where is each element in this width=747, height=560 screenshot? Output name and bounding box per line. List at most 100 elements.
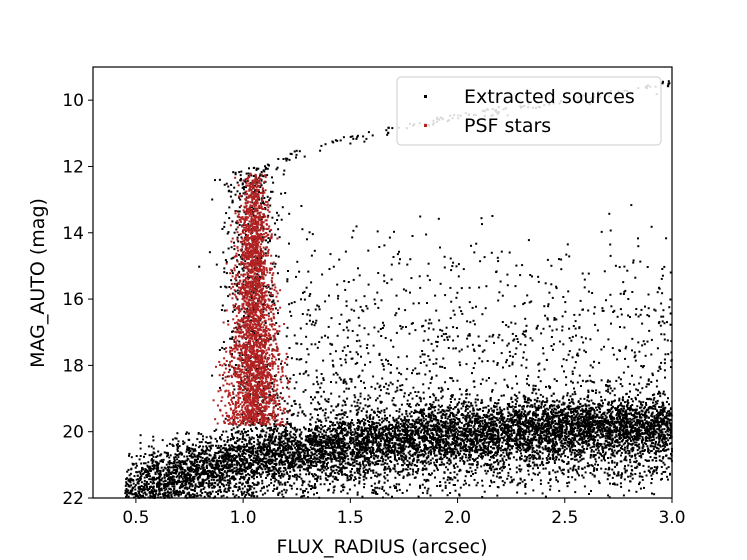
extracted-source-point — [567, 435, 570, 438]
extracted-source-point — [627, 421, 630, 424]
extracted-source-point — [250, 468, 253, 471]
extracted-source-point — [277, 441, 280, 444]
extracted-source-point — [638, 443, 641, 446]
extracted-source-point — [567, 456, 569, 459]
extracted-source-point — [344, 456, 347, 459]
extracted-source-point — [573, 435, 576, 438]
extracted-source-point — [470, 424, 473, 427]
extracted-source-point — [429, 408, 432, 410]
extracted-source-point — [309, 434, 311, 437]
extracted-source-point — [515, 395, 518, 397]
extracted-source-point — [139, 485, 142, 488]
extracted-source-point — [333, 442, 336, 444]
extracted-source-point — [228, 447, 231, 450]
extracted-source-point — [527, 426, 530, 429]
extracted-source-point — [469, 410, 472, 413]
extracted-source-point — [656, 447, 659, 450]
extracted-source-point — [542, 464, 545, 466]
extracted-source-point — [669, 431, 672, 434]
extracted-source-point — [573, 451, 576, 454]
extracted-source-point — [469, 417, 472, 420]
extracted-source-point — [204, 469, 206, 471]
extracted-source-point — [638, 419, 641, 422]
extracted-source-point — [229, 486, 232, 489]
extracted-source-point — [371, 435, 374, 438]
extracted-source-point — [240, 473, 243, 475]
extracted-source-point — [387, 493, 390, 496]
extracted-source-point — [334, 438, 337, 441]
extracted-source-point — [303, 426, 305, 429]
extracted-source-point — [476, 457, 479, 459]
extracted-source-point — [202, 438, 204, 441]
extracted-source-point — [541, 422, 544, 424]
extracted-source-point — [345, 452, 348, 455]
extracted-source-point — [259, 441, 262, 444]
extracted-source-point — [608, 410, 611, 412]
extracted-source-point — [195, 474, 198, 477]
extracted-source-point — [593, 468, 596, 471]
extracted-source-point — [367, 420, 369, 422]
extracted-source-point — [555, 415, 558, 418]
extracted-source-point — [626, 445, 629, 448]
extracted-source-point — [330, 447, 333, 450]
extracted-source-point — [331, 442, 334, 445]
extracted-source-point — [619, 417, 621, 420]
extracted-source-point — [532, 389, 535, 392]
extracted-source-point — [269, 436, 272, 439]
extracted-source-point — [516, 491, 519, 494]
extracted-source-point — [345, 442, 348, 445]
extracted-source-point — [580, 419, 583, 422]
extracted-source-point — [319, 475, 322, 478]
extracted-source-point — [277, 432, 280, 435]
extracted-source-point — [518, 410, 521, 413]
extracted-source-point — [667, 466, 670, 469]
extracted-source-point — [536, 397, 539, 400]
extracted-source-point — [305, 458, 308, 461]
extracted-source-point — [620, 451, 623, 454]
extracted-source-point — [627, 464, 630, 467]
extracted-source-point — [516, 420, 519, 423]
extracted-source-point — [533, 438, 536, 441]
extracted-source-point — [194, 483, 197, 486]
extracted-source-point — [504, 439, 507, 442]
extracted-source-point — [544, 445, 547, 447]
extracted-source-point — [659, 431, 662, 434]
extracted-source-point — [371, 423, 374, 426]
extracted-source-point — [288, 437, 291, 440]
extracted-source-point — [413, 420, 416, 423]
extracted-source-point — [547, 408, 550, 411]
extracted-source-point — [625, 469, 628, 472]
extracted-source-point — [304, 443, 307, 446]
extracted-source-point — [525, 415, 528, 418]
extracted-source-point — [655, 451, 658, 454]
extracted-source-point — [368, 421, 371, 423]
extracted-source-point — [420, 430, 423, 433]
extracted-source-point — [448, 424, 451, 427]
extracted-source-point — [326, 461, 329, 464]
extracted-source-point — [560, 419, 563, 422]
extracted-source-point — [636, 424, 638, 427]
extracted-source-point — [462, 427, 465, 430]
extracted-source-point — [164, 467, 167, 470]
extracted-source-point — [157, 484, 160, 487]
extracted-source-point — [233, 448, 236, 451]
extracted-source-point — [313, 448, 316, 451]
extracted-source-point — [293, 462, 295, 465]
extracted-source-point — [652, 448, 655, 451]
extracted-source-point — [337, 435, 340, 438]
extracted-source-point — [659, 410, 662, 413]
extracted-source-point — [573, 464, 576, 467]
extracted-source-point — [246, 461, 249, 464]
extracted-source-point — [331, 447, 334, 450]
extracted-source-point — [210, 437, 213, 440]
extracted-source-point — [481, 422, 484, 425]
extracted-source-point — [562, 410, 565, 413]
extracted-source-point — [383, 444, 386, 447]
extracted-source-point — [569, 405, 572, 408]
extracted-source-point — [562, 442, 565, 445]
extracted-source-point — [251, 430, 254, 432]
extracted-source-point — [316, 480, 319, 483]
extracted-source-point — [326, 435, 329, 438]
extracted-source-point — [189, 482, 192, 485]
extracted-source-point — [520, 448, 523, 451]
